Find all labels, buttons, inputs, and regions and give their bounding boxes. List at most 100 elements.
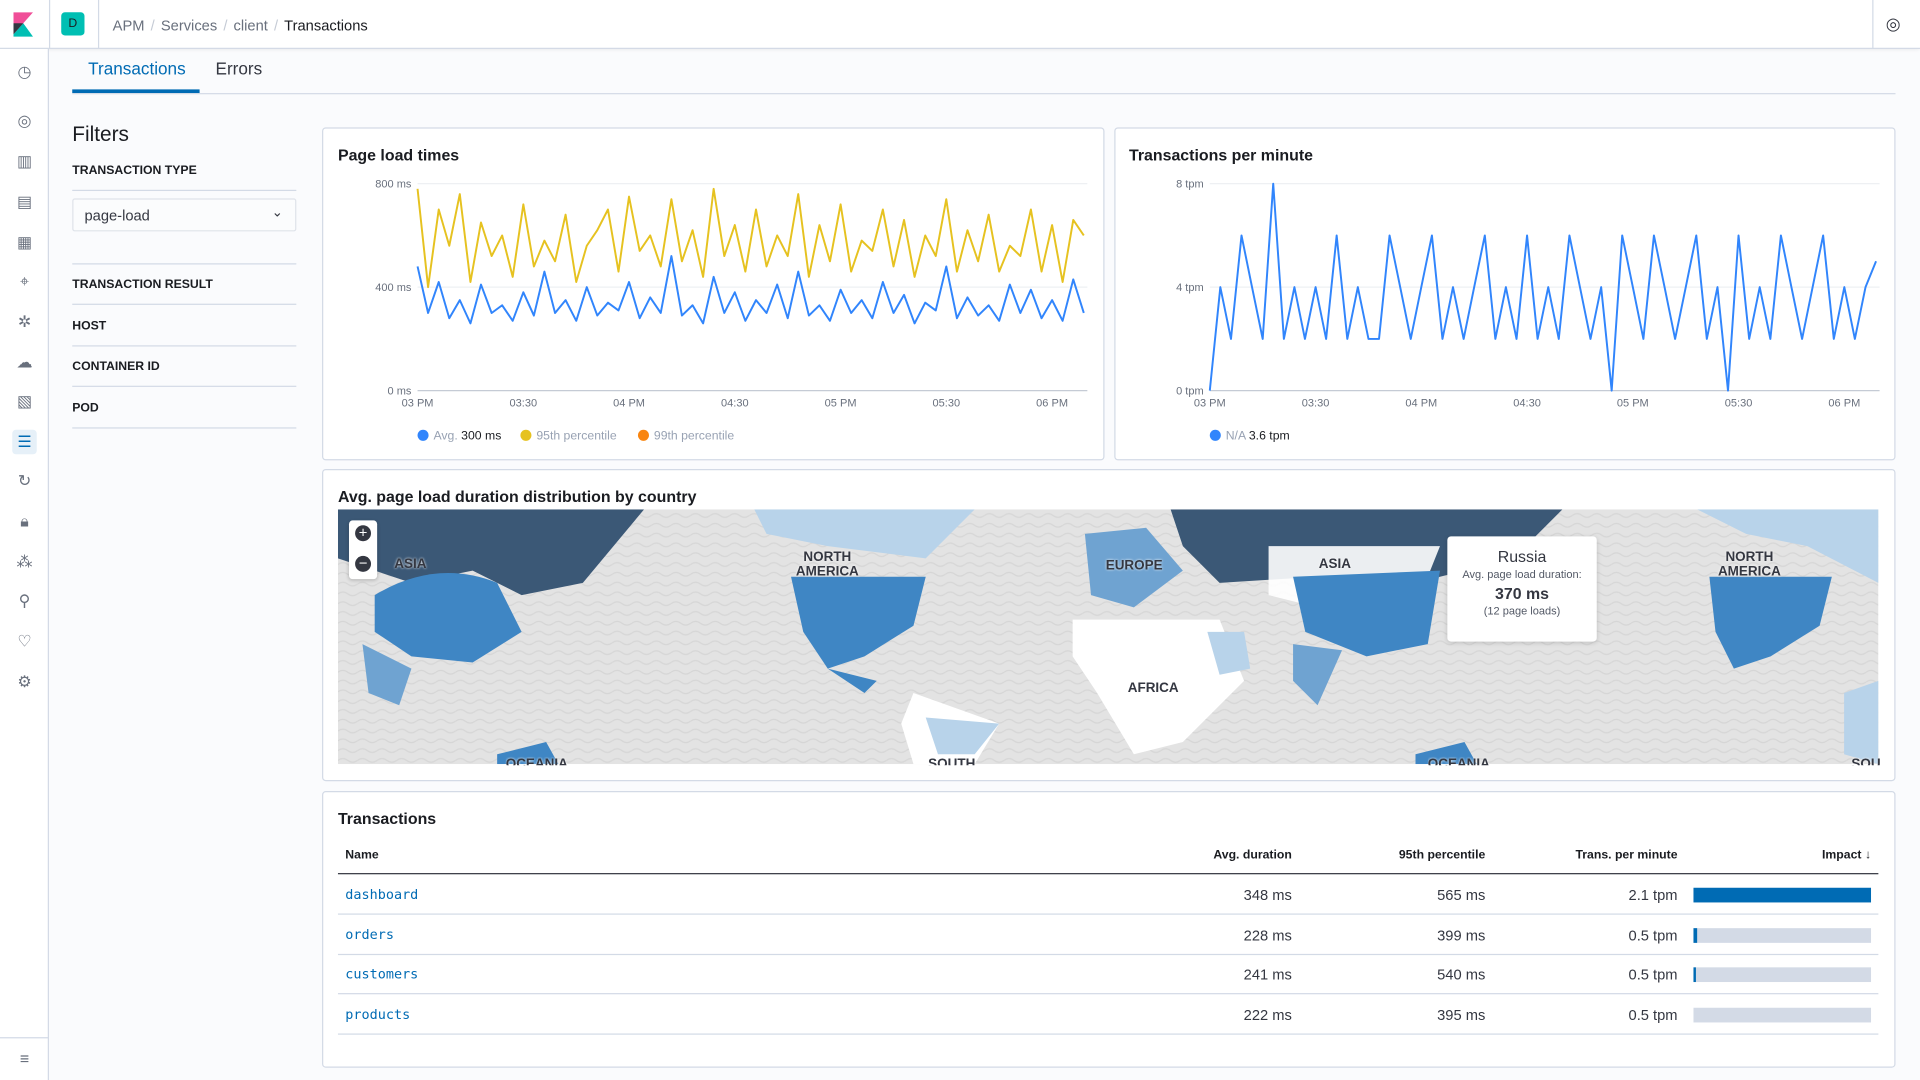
map-label-oceania: OCEANIA	[505, 756, 568, 766]
logs-icon[interactable]: ▧	[16, 391, 33, 411]
legend-avg[interactable]: Avg. 300 ms	[417, 429, 501, 443]
recent-clock-icon[interactable]: ◷	[17, 62, 32, 81]
tpm-y-tick: 8 tpm	[1176, 178, 1204, 190]
tpm-cell: 2.1 tpm	[1628, 886, 1678, 904]
infrastructure-icon[interactable]: ☁	[16, 352, 33, 372]
tpm-series-n-a[interactable]	[1208, 182, 1877, 392]
legend-tpm[interactable]: N/A 3.6 tpm	[1209, 429, 1290, 443]
page-load-times-title: Page load times	[337, 145, 460, 165]
canvas-icon[interactable]: ▦	[16, 232, 33, 252]
transaction-link-orders[interactable]: orders	[345, 926, 394, 943]
apm-icon[interactable]: ☰	[12, 429, 37, 455]
transaction-link-customers[interactable]: customers	[345, 966, 419, 983]
page-load-x-tick: 05:30	[933, 398, 961, 410]
map-label-south-america: SOUTH	[928, 756, 976, 766]
col-name[interactable]: Name	[345, 848, 379, 863]
sort-down-arrow-icon: ↓	[1864, 848, 1872, 863]
map-tooltip: Russia Avg. page load duration: 370 ms (…	[1447, 536, 1597, 642]
map-label-europe: EUROPE	[1105, 558, 1163, 574]
map-title: Avg. page load duration distribution by …	[337, 487, 697, 506]
zoom-in-icon[interactable]: +	[355, 525, 372, 542]
map-label-asia: ASIA	[394, 557, 427, 572]
page-load-y-tick: 400 ms	[375, 282, 412, 294]
map-label-africa: AFRICA	[1127, 680, 1179, 696]
tpm-cell: 0.5 tpm	[1628, 1006, 1678, 1024]
p95-cell: 540 ms	[1437, 966, 1486, 984]
p95-cell: 399 ms	[1437, 926, 1486, 944]
tooltip-value: 370 ms	[1495, 584, 1550, 603]
world-map[interactable]	[337, 509, 1879, 765]
tpm-x-tick: 03 PM	[1194, 398, 1226, 410]
zoom-out-icon[interactable]: −	[355, 555, 372, 572]
page-load-series-avg-[interactable]	[416, 255, 1085, 325]
p95-cell: 395 ms	[1437, 1006, 1486, 1024]
tooltip-label: Avg. page load duration:	[1462, 568, 1582, 581]
transactions-table-title: Transactions	[337, 809, 437, 828]
breadcrumb: APM / Services / client / Transactions	[112, 17, 368, 35]
tab-errors[interactable]: Errors	[215, 58, 263, 79]
legend-p95[interactable]: 95th percentile	[520, 429, 617, 443]
space-avatar[interactable]: D	[61, 12, 85, 36]
col-impact[interactable]: Impact ↓	[1822, 848, 1872, 863]
map-label-asia-2: ASIA	[1318, 557, 1351, 572]
col-avg-duration[interactable]: Avg. duration	[1213, 848, 1292, 863]
tpm-y-tick: 0 tpm	[1176, 385, 1204, 397]
maps-icon[interactable]: ⌖	[19, 271, 29, 291]
filters-title: Filters	[72, 122, 129, 146]
avg-duration-cell: 348 ms	[1243, 886, 1292, 904]
visualize-chart-icon[interactable]: ▥	[16, 151, 33, 171]
discover-compass-icon[interactable]: ◎	[17, 111, 32, 130]
top-header: D APM / Services / client / Transactions ◎	[0, 0, 1920, 49]
filter-container-id[interactable]: CONTAINER ID	[72, 360, 160, 374]
breadcrumb-client[interactable]: client	[233, 17, 268, 35]
tooltip-count: (12 page loads)	[1483, 604, 1561, 618]
tpm-y-tick: 4 tpm	[1176, 282, 1204, 294]
filter-pod[interactable]: POD	[72, 401, 99, 416]
side-nav: ◷ ◎ ▥ ▤ ▦ ⌖ ✲ ☁ ▧ ☰ ↻ 🔒︎ ⁂ ⚲ ♡ ⚙ ≡	[0, 48, 49, 1080]
map-zoom-controls: + −	[348, 520, 378, 580]
page-load-x-tick: 06 PM	[1036, 398, 1068, 410]
graph-icon[interactable]: ⁂	[16, 552, 33, 571]
breadcrumb-apm[interactable]: APM	[112, 17, 145, 35]
tpm-cell: 0.5 tpm	[1628, 966, 1678, 984]
tpm-x-tick: 04 PM	[1405, 398, 1437, 410]
transaction-link-dashboard[interactable]: dashboard	[345, 886, 419, 903]
dashboard-icon[interactable]: ▤	[16, 192, 33, 211]
impact-bar	[1693, 887, 1872, 903]
map-label-north-america: NORTH AMERICA	[795, 549, 859, 580]
tpm-cell: 0.5 tpm	[1628, 926, 1678, 944]
page-load-x-tick: 05 PM	[825, 398, 857, 410]
col-tpm[interactable]: Trans. per minute	[1575, 848, 1678, 863]
map-label-oceania-2: OCEANIA	[1427, 756, 1490, 766]
avg-duration-cell: 222 ms	[1243, 1006, 1292, 1024]
tab-transactions[interactable]: Transactions	[88, 58, 186, 79]
tpm-x-tick: 06 PM	[1828, 398, 1860, 410]
col-p95[interactable]: 95th percentile	[1398, 848, 1486, 863]
kibana-logo[interactable]	[13, 12, 35, 37]
management-gear-icon[interactable]: ⚙	[17, 672, 32, 691]
dev-tools-icon[interactable]: ⚲	[18, 591, 31, 610]
page-load-x-tick: 03 PM	[402, 398, 434, 410]
ml-icon[interactable]: ✲	[17, 312, 32, 331]
transaction-link-products[interactable]: products	[345, 1006, 411, 1023]
uptime-icon[interactable]: ↻	[17, 471, 32, 490]
tpm-x-tick: 04:30	[1513, 398, 1541, 410]
help-globe-icon[interactable]: ◎	[1885, 13, 1901, 34]
collapse-menu-icon[interactable]: ≡	[19, 1049, 30, 1068]
monitoring-heart-icon[interactable]: ♡	[17, 631, 32, 651]
transaction-type-select[interactable]: page-load ⌄	[72, 198, 297, 232]
tpm-title: Transactions per minute	[1128, 145, 1313, 165]
breadcrumb-services[interactable]: Services	[160, 17, 218, 35]
filter-transaction-result[interactable]: TRANSACTION RESULT	[72, 277, 213, 292]
chevron-down-icon: ⌄	[271, 205, 283, 221]
page-load-series-95th-percentile[interactable]	[416, 187, 1085, 289]
avg-duration-cell: 241 ms	[1243, 966, 1292, 984]
filter-host[interactable]: HOST	[72, 319, 107, 334]
p95-cell: 565 ms	[1437, 886, 1486, 904]
avg-duration-cell: 228 ms	[1243, 926, 1292, 944]
siem-lock-icon[interactable]: 🔒︎	[20, 511, 29, 531]
page-load-x-tick: 04:30	[721, 398, 749, 410]
legend-p99[interactable]: 99th percentile	[637, 429, 734, 443]
impact-bar	[1693, 927, 1872, 943]
impact-bar-fill	[1693, 967, 1697, 983]
